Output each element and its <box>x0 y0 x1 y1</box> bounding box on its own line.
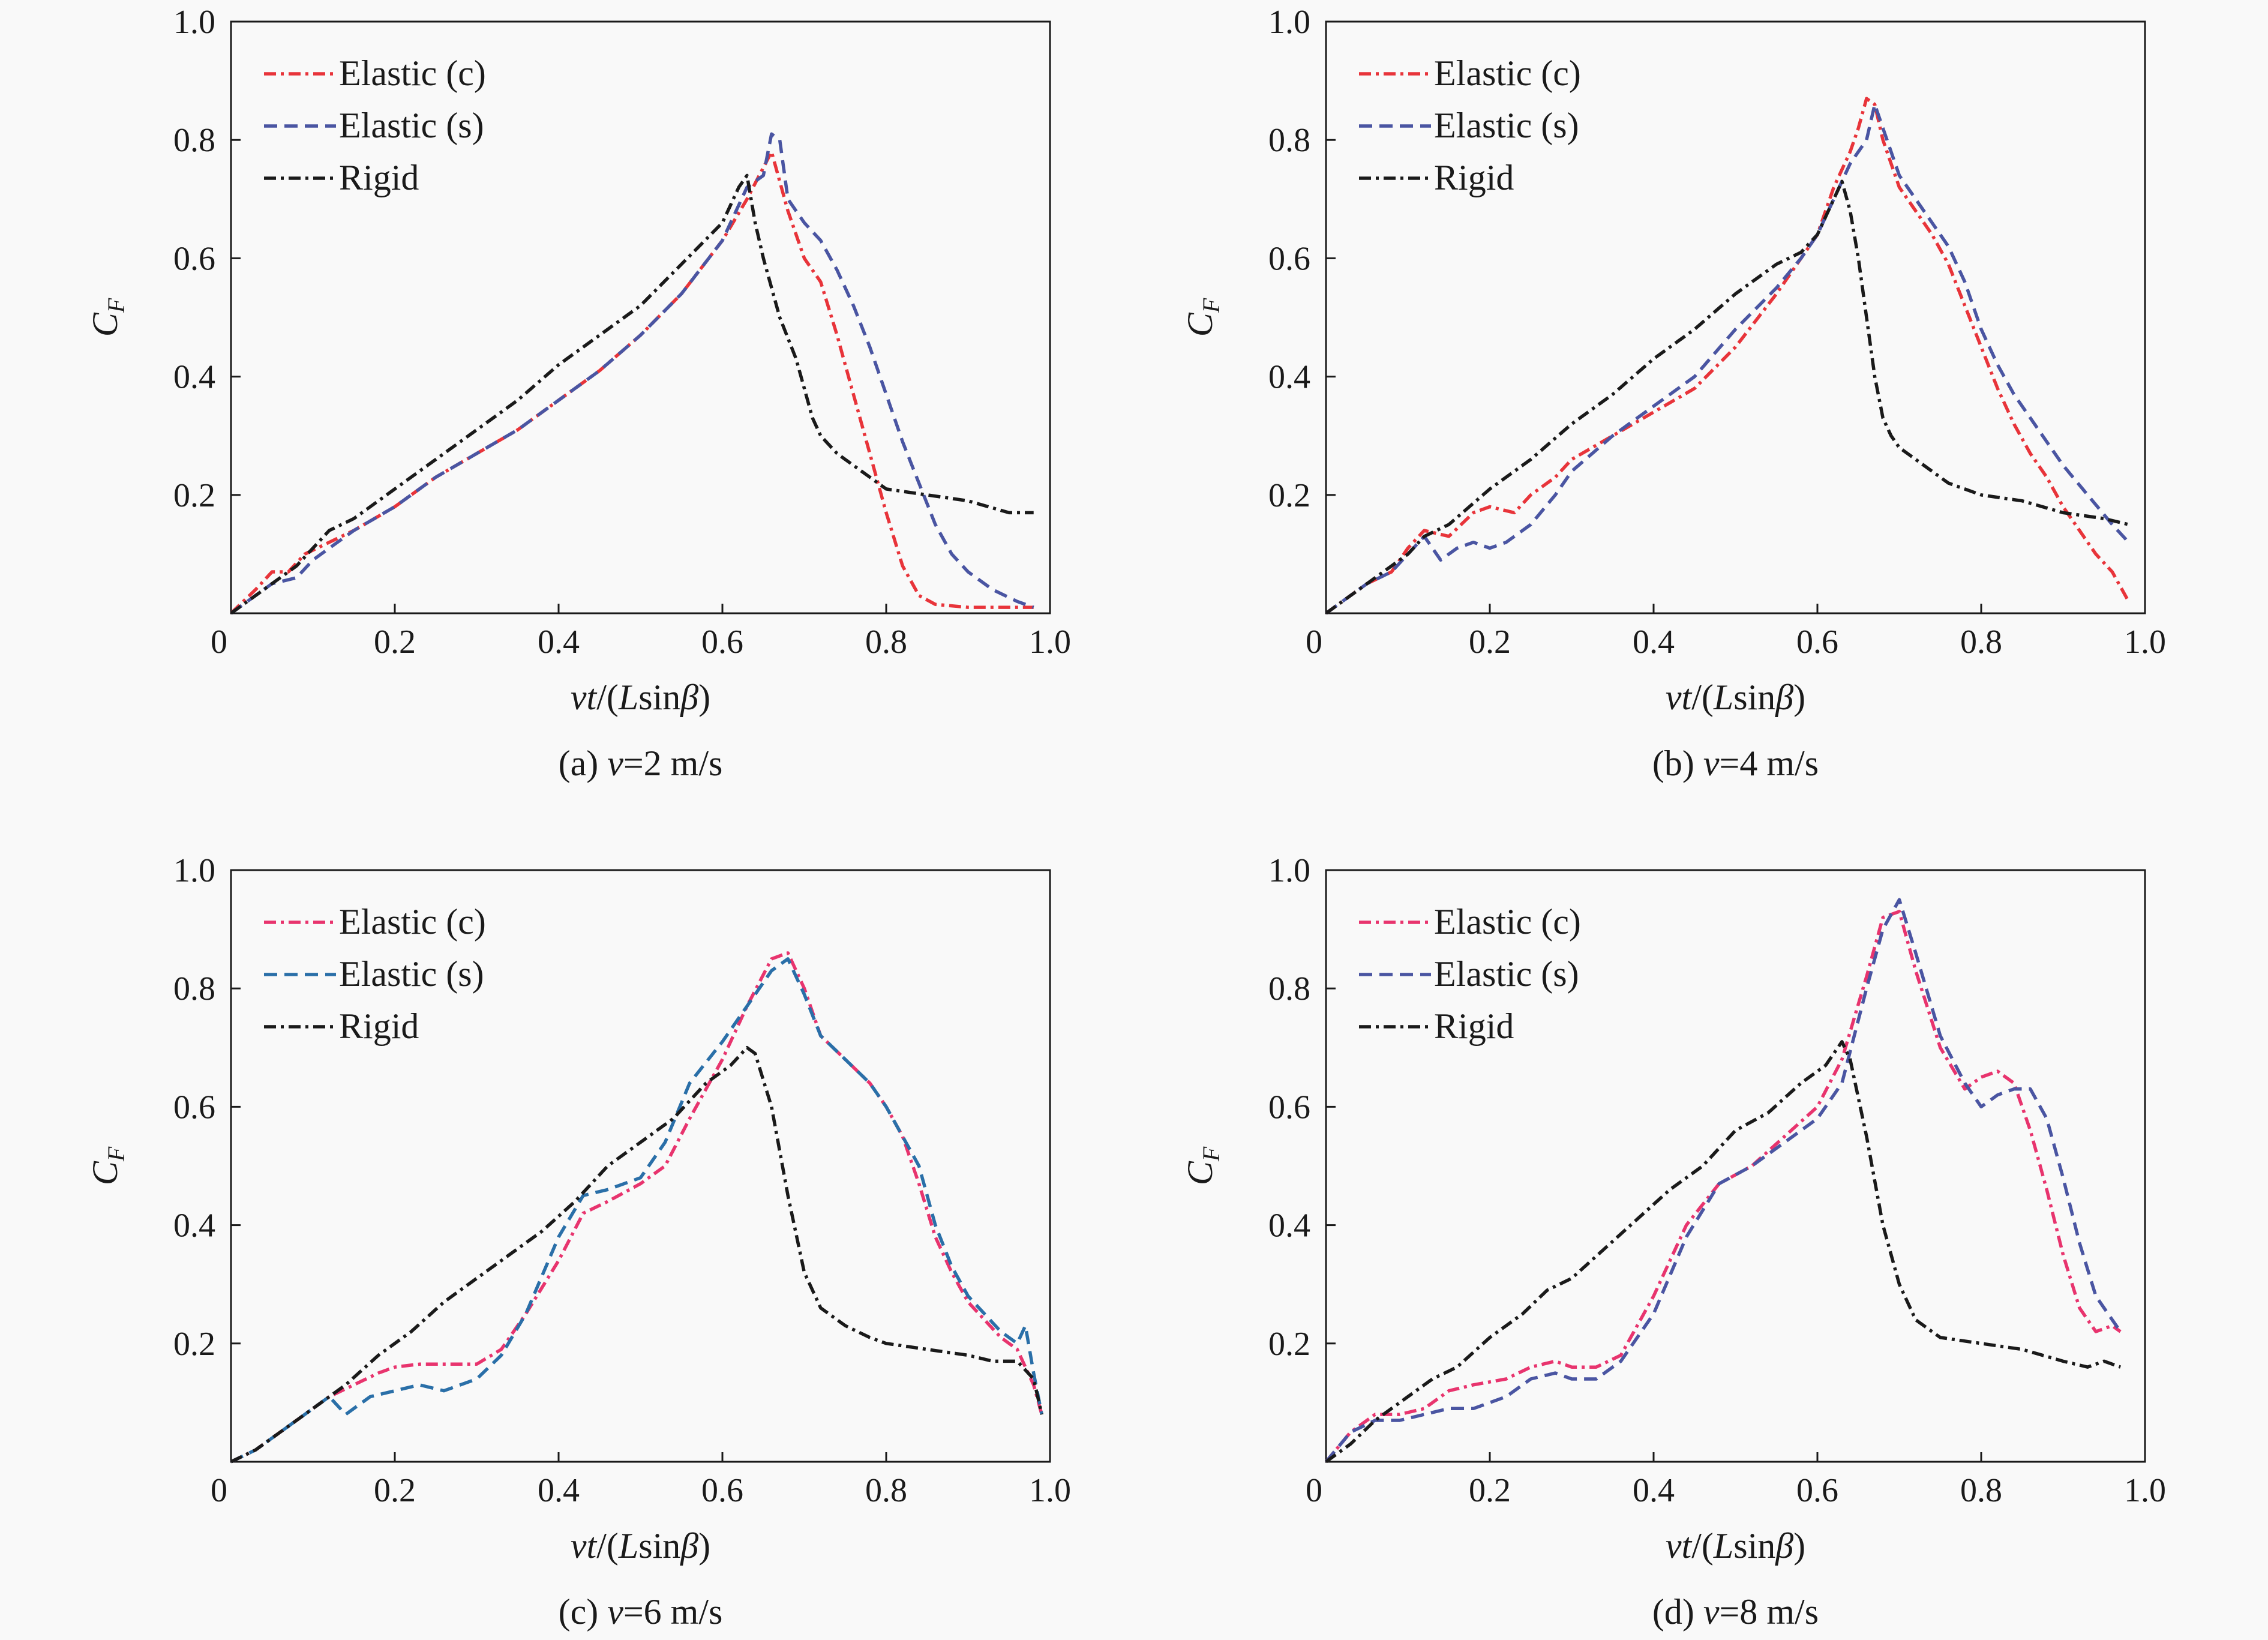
legend-label-0: Elastic (c) <box>1434 53 1581 93</box>
y-tick-label: 0.8 <box>1268 970 1310 1008</box>
series-line-0 <box>230 150 1034 614</box>
y-tick-label: 1.0 <box>173 4 215 41</box>
y-tick-label: 0.8 <box>1268 122 1310 159</box>
y-tick-label: 0.6 <box>1268 1089 1310 1126</box>
y-tick-label: 1.0 <box>1268 852 1310 889</box>
x-tick-label: 0.4 <box>1633 1472 1675 1509</box>
legend-label-0: Elastic (c) <box>1434 902 1581 942</box>
legend-label-2: Rigid <box>1434 158 1514 197</box>
x-axis-label: vt/(Lsinβ) <box>571 1526 710 1566</box>
x-tick-label: 0.8 <box>865 623 907 661</box>
y-tick-label: 0.2 <box>173 477 215 514</box>
legend-label-0: Elastic (c) <box>339 902 486 942</box>
series-line-2 <box>230 1046 1043 1464</box>
x-tick-label: 0.8 <box>865 1472 907 1509</box>
panel-caption: (a) v=2 m/s <box>559 743 723 783</box>
x-tick-label: 0.4 <box>538 1472 580 1509</box>
y-tick-label: 0.6 <box>173 240 215 277</box>
y-tick-label: 1.0 <box>173 852 215 889</box>
plot-frame <box>230 20 1051 614</box>
y-tick-label: 0.4 <box>1268 359 1310 396</box>
x-tick-label: 1.0 <box>1029 1472 1071 1509</box>
y-axis-label: CF <box>85 298 130 337</box>
legend-label-1: Elastic (s) <box>1434 106 1579 145</box>
x-tick-label: 0.2 <box>374 1472 416 1509</box>
panel-caption: (b) v=4 m/s <box>1652 743 1819 783</box>
y-tick-label: 0.6 <box>173 1089 215 1126</box>
series-line-2 <box>230 173 1034 615</box>
series-line-1 <box>230 132 1034 615</box>
chart-panel-1: 0 0.2 0.4 0.6 0.8 1.0 0.2 0.4 0.6 0.8 1.0 Elastic (… <box>1180 4 2166 783</box>
y-tick-label: 0.2 <box>173 1326 215 1363</box>
plot-frame <box>1325 869 2146 1463</box>
chart-panel-2: 0 0.2 0.4 0.6 0.8 1.0 0.2 0.4 0.6 0.8 1.0 Elastic (… <box>85 852 1071 1632</box>
x-tick-label: 0.8 <box>1960 623 2002 661</box>
legend-label-2: Rigid <box>339 158 419 197</box>
plot-frame <box>230 869 1051 1463</box>
y-tick-label: 0.4 <box>173 1207 215 1245</box>
y-tick-label: 0.2 <box>1268 1326 1310 1363</box>
x-tick-label: 0 <box>211 623 227 661</box>
legend-label-2: Rigid <box>339 1006 419 1046</box>
chart-panel-3: 0 0.2 0.4 0.6 0.8 1.0 0.2 0.4 0.6 0.8 1.0 Elastic (… <box>1180 852 2166 1632</box>
series-line-1 <box>1324 898 2122 1463</box>
panel-caption: (c) v=6 m/s <box>559 1592 723 1632</box>
y-tick-label: 0.8 <box>173 122 215 159</box>
x-tick-label: 0.8 <box>1960 1472 2002 1509</box>
x-tick-label: 1.0 <box>2124 623 2166 661</box>
x-tick-label: 1.0 <box>2124 1472 2166 1509</box>
series-line-1 <box>1325 103 2130 615</box>
x-tick-label: 0 <box>1306 1472 1322 1509</box>
chart-panel-0: 0 0.2 0.4 0.6 0.8 1.0 0.2 0.4 0.6 0.8 1.0 Elastic (… <box>85 4 1071 783</box>
y-tick-label: 0.4 <box>1268 1207 1310 1245</box>
x-tick-label: 0 <box>211 1472 227 1509</box>
legend-label-0: Elastic (c) <box>339 53 486 93</box>
x-axis-label: vt/(Lsinβ) <box>1666 1526 1805 1566</box>
x-tick-label: 0.2 <box>1469 1472 1511 1509</box>
y-axis-label: CF <box>85 1146 130 1185</box>
legend-label-1: Elastic (s) <box>1434 954 1579 994</box>
x-tick-label: 0.6 <box>701 1472 743 1509</box>
x-tick-label: 0.2 <box>374 623 416 661</box>
series-line-1 <box>230 957 1043 1464</box>
x-tick-label: 0.2 <box>1469 623 1511 661</box>
panel-caption: (d) v=8 m/s <box>1652 1592 1819 1632</box>
series-line-0 <box>1324 910 2122 1463</box>
y-tick-label: 0.2 <box>1268 477 1310 514</box>
x-tick-label: 0.6 <box>1796 623 1838 661</box>
x-tick-label: 0.6 <box>1796 1472 1838 1509</box>
series-line-0 <box>230 951 1043 1464</box>
x-axis-label: vt/(Lsinβ) <box>571 677 710 717</box>
series-line-2 <box>1325 1040 2122 1464</box>
series-line-2 <box>1325 179 2129 615</box>
y-tick-label: 1.0 <box>1268 4 1310 41</box>
y-tick-label: 0.8 <box>173 970 215 1008</box>
x-tick-label: 0 <box>1306 623 1322 661</box>
x-tick-label: 0.4 <box>538 623 580 661</box>
y-tick-label: 0.6 <box>1268 240 1310 277</box>
x-axis-label: vt/(Lsinβ) <box>1666 677 1805 717</box>
series-line-0 <box>1325 97 2131 615</box>
y-axis-label: CF <box>1180 298 1225 337</box>
y-axis-label: CF <box>1180 1146 1225 1185</box>
legend-label-1: Elastic (s) <box>339 954 484 994</box>
plot-frame <box>1325 20 2146 614</box>
x-tick-label: 0.4 <box>1633 623 1675 661</box>
x-tick-label: 0.6 <box>701 623 743 661</box>
legend-label-1: Elastic (s) <box>339 106 484 145</box>
x-tick-label: 1.0 <box>1029 623 1071 661</box>
y-tick-label: 0.4 <box>173 359 215 396</box>
legend-label-2: Rigid <box>1434 1006 1514 1046</box>
